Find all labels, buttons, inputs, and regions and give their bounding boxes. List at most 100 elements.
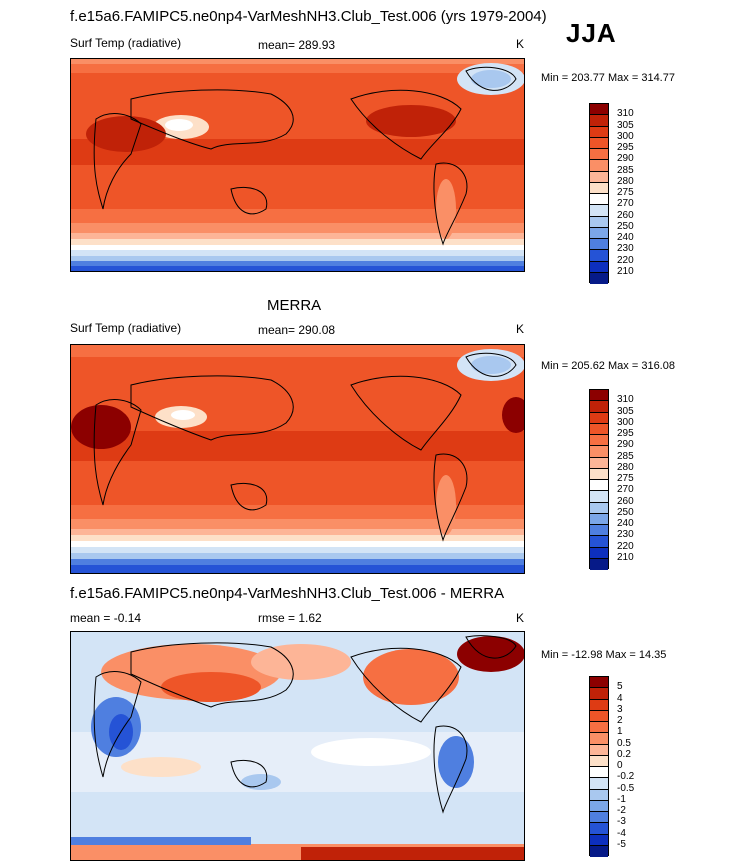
colorbar-tick-label: -0.2 bbox=[617, 771, 635, 783]
colorbar-tick-label: 0.5 bbox=[617, 737, 631, 749]
colorbar-swatch bbox=[590, 558, 608, 570]
colorbar-tick-label: 300 bbox=[617, 416, 634, 428]
colorbar-swatch bbox=[590, 261, 608, 273]
colorbar-tick-label: 275 bbox=[617, 187, 634, 198]
panel2-units: K bbox=[516, 322, 525, 336]
colorbar-swatch bbox=[590, 115, 608, 127]
colorbar-tick-label: -4 bbox=[617, 827, 626, 839]
colorbar-swatch bbox=[590, 823, 608, 835]
colorbar-tick-label: -1 bbox=[617, 793, 626, 805]
panel2-field bbox=[71, 345, 524, 573]
colorbar-tick-label: 0.2 bbox=[617, 748, 631, 760]
colorbar-swatch bbox=[590, 688, 608, 700]
panel1-minmax: Min = 203.77 Max = 314.77 bbox=[541, 72, 675, 84]
colorbar-tick-label: 295 bbox=[617, 142, 634, 153]
colorbar-tick-label: 2 bbox=[617, 715, 623, 726]
season-label: JJA bbox=[566, 18, 617, 48]
panel3-field bbox=[71, 632, 524, 860]
colorbar-tick-label: 300 bbox=[617, 130, 634, 142]
colorbar-tick-label: 220 bbox=[617, 540, 634, 552]
colorbar-swatch bbox=[590, 525, 608, 537]
panel3-minmax: Min = -12.98 Max = 14.35 bbox=[541, 649, 667, 661]
panel2-minmax: Min = 205.62 Max = 316.08 bbox=[541, 360, 675, 372]
panel3-map bbox=[70, 631, 525, 861]
colorbar-swatch bbox=[590, 272, 608, 284]
colorbar-tick-label: 280 bbox=[617, 175, 634, 187]
panel3-mean: mean = -0.14 bbox=[70, 611, 142, 625]
panel2-colorbar bbox=[589, 389, 609, 570]
colorbar-swatch bbox=[590, 250, 608, 262]
colorbar-tick-label: 295 bbox=[617, 428, 634, 439]
colorbar-swatch bbox=[590, 755, 608, 767]
panel1-units: K bbox=[516, 37, 525, 51]
colorbar-tick-label: 1 bbox=[617, 726, 623, 738]
panel2-map bbox=[70, 344, 525, 574]
colorbar-tick-label: 285 bbox=[617, 450, 634, 462]
panel1-mean: mean= 289.93 bbox=[258, 38, 336, 52]
panel3-rmse: rmse = 1.62 bbox=[258, 611, 322, 625]
colorbar-swatch bbox=[590, 536, 608, 548]
colorbar-tick-label: 275 bbox=[617, 473, 634, 484]
colorbar-swatch bbox=[590, 468, 608, 480]
colorbar-tick-label: 280 bbox=[617, 461, 634, 473]
colorbar-swatch bbox=[590, 744, 608, 756]
colorbar-swatch bbox=[590, 149, 608, 161]
panel2-variable: Surf Temp (radiative) bbox=[70, 321, 182, 335]
colorbar-swatch bbox=[590, 722, 608, 734]
colorbar-swatch bbox=[590, 834, 608, 846]
colorbar-swatch bbox=[590, 547, 608, 559]
colorbar-tick-label: 250 bbox=[617, 220, 634, 232]
colorbar-swatch bbox=[590, 710, 608, 722]
colorbar-swatch bbox=[590, 160, 608, 172]
panel3-title: f.e15a6.FAMIPC5.ne0np4-VarMeshNH3.Club_T… bbox=[70, 585, 505, 602]
colorbar-tick-label: 260 bbox=[617, 209, 634, 221]
colorbar-swatch bbox=[590, 699, 608, 711]
colorbar-tick-label: 290 bbox=[617, 439, 634, 451]
colorbar-swatch bbox=[590, 182, 608, 194]
colorbar-swatch bbox=[590, 137, 608, 149]
colorbar-tick-label: -2 bbox=[617, 805, 626, 816]
colorbar-tick-label: 310 bbox=[617, 394, 634, 406]
colorbar-swatch bbox=[590, 390, 608, 402]
panel1-field bbox=[71, 59, 524, 271]
colorbar-swatch bbox=[590, 401, 608, 413]
panel2-mean: mean= 290.08 bbox=[258, 323, 336, 337]
panel3-colorbar bbox=[589, 676, 609, 857]
colorbar-swatch bbox=[590, 767, 608, 779]
colorbar-tick-label: 285 bbox=[617, 164, 634, 176]
panel1-colorbar bbox=[589, 103, 609, 284]
colorbar-swatch bbox=[590, 733, 608, 745]
colorbar-swatch bbox=[590, 513, 608, 525]
colorbar-swatch bbox=[590, 677, 608, 689]
colorbar-swatch bbox=[590, 457, 608, 469]
colorbar-tick-label: 270 bbox=[617, 198, 634, 210]
colorbar-tick-label: 230 bbox=[617, 243, 634, 255]
colorbar-tick-label: 250 bbox=[617, 506, 634, 518]
colorbar-tick-label: -5 bbox=[617, 838, 626, 850]
colorbar-swatch bbox=[590, 446, 608, 458]
colorbar-swatch bbox=[590, 205, 608, 217]
colorbar-tick-label: 210 bbox=[617, 265, 634, 277]
colorbar-swatch bbox=[590, 412, 608, 424]
colorbar-tick-label: -3 bbox=[617, 816, 626, 828]
panel1-map bbox=[70, 58, 525, 272]
colorbar-tick-label: 4 bbox=[617, 692, 623, 704]
colorbar-tick-label: 305 bbox=[617, 119, 634, 131]
colorbar-tick-label: 290 bbox=[617, 153, 634, 165]
panel2-title: MERRA bbox=[267, 297, 322, 314]
colorbar-swatch bbox=[590, 104, 608, 116]
colorbar-tick-label: -0.5 bbox=[617, 782, 635, 794]
colorbar-swatch bbox=[590, 480, 608, 492]
colorbar-tick-label: 270 bbox=[617, 484, 634, 496]
colorbar-swatch bbox=[590, 227, 608, 239]
colorbar-swatch bbox=[590, 789, 608, 801]
colorbar-swatch bbox=[590, 491, 608, 503]
colorbar-tick-label: 230 bbox=[617, 529, 634, 541]
colorbar-tick-label: 305 bbox=[617, 405, 634, 417]
colorbar-tick-label: 240 bbox=[617, 232, 634, 243]
colorbar-swatch bbox=[590, 194, 608, 206]
colorbar-swatch bbox=[590, 239, 608, 251]
colorbar-swatch bbox=[590, 812, 608, 824]
colorbar-swatch bbox=[590, 423, 608, 435]
panel3-units: K bbox=[516, 611, 525, 625]
